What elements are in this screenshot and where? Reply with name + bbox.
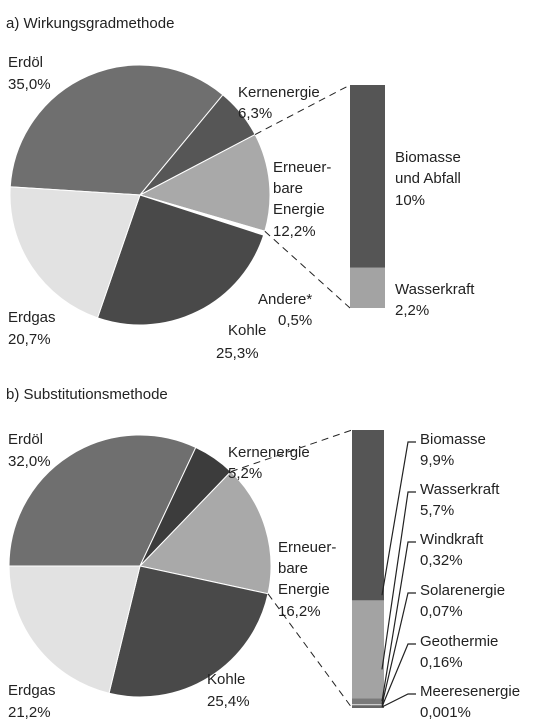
breakdown-value-label: 10% — [395, 192, 425, 209]
breakdown-value-label: 5,7% — [420, 502, 454, 519]
slice-value-label: 0,5% — [278, 312, 312, 329]
breakdown-label: Windkraft — [420, 531, 484, 548]
breakdown-bar — [350, 85, 385, 268]
breakdown-label: Meeresenergie — [420, 683, 520, 700]
breakdown-label: Wasserkraft — [395, 281, 475, 298]
slice-label: Kernenergie — [228, 444, 310, 461]
slice-value-label: 5,2% — [228, 465, 262, 482]
pie-slice — [108, 565, 269, 698]
breakdown-value-label: 0,001% — [420, 704, 471, 721]
pie-slice — [96, 194, 265, 326]
text-line: Energie — [273, 201, 325, 218]
breakdown-value-label: 0,16% — [420, 654, 463, 671]
label-connector — [381, 693, 416, 708]
pie-slice — [8, 434, 197, 567]
slice-label: Erdgas — [8, 682, 56, 699]
pie-slice — [8, 565, 141, 694]
breakdown-label: Geothermie — [420, 633, 498, 650]
slice-value-label: 21,2% — [8, 704, 51, 721]
breakdown-bar — [352, 430, 384, 601]
slice-label: Erneuer-bare Energie — [273, 159, 331, 218]
slice-value-label: 25,3% — [216, 345, 259, 362]
leader-line — [230, 429, 353, 473]
text-line: bare — [278, 560, 308, 577]
label-connector — [381, 643, 416, 707]
leader-line — [254, 84, 351, 135]
breakdown-label: Biomasse — [420, 431, 486, 448]
label-connector — [381, 491, 416, 670]
slice-value-label: 25,4% — [207, 693, 250, 710]
slice-label: Andere* — [258, 291, 312, 308]
text-line: und Abfall — [395, 170, 461, 187]
breakdown-label: Wasserkraft — [420, 481, 500, 498]
slice-value-label: 16,2% — [278, 603, 321, 620]
breakdown-value-label: 0,07% — [420, 603, 463, 620]
slice-value-label: 32,0% — [8, 453, 51, 470]
breakdown-value-label: 0,32% — [420, 552, 463, 569]
label-connector — [381, 592, 416, 705]
slice-label: Kernenergie — [238, 84, 320, 101]
breakdown-value-label: 2,2% — [395, 302, 429, 319]
pie-slice — [139, 470, 272, 595]
slice-value-label: 20,7% — [8, 331, 51, 348]
slice-value-label: 6,3% — [238, 105, 272, 122]
text-line: Energie — [278, 581, 330, 598]
pie-slice — [138, 133, 271, 232]
text-line: Erneuer- — [278, 539, 336, 556]
slice-label: Erneuer-bare Energie — [278, 539, 336, 598]
slice-label: Erdöl — [8, 54, 43, 71]
label-connector — [381, 441, 416, 596]
slice-label: Erdöl — [8, 431, 43, 448]
pie-slice — [9, 64, 224, 196]
slice-value-label: 35,0% — [8, 76, 51, 93]
breakdown-bar — [352, 705, 384, 708]
breakdown-value-label: 9,9% — [420, 452, 454, 469]
breakdown-bar — [352, 704, 384, 706]
breakdown-bar — [350, 267, 385, 308]
pie-slice — [9, 186, 141, 319]
slice-label: Erdgas — [8, 309, 56, 326]
text-line: Erneuer- — [273, 159, 331, 176]
chart-title: a) Wirkungsgradmethode — [6, 15, 174, 32]
breakdown-label: Biomasse und Abfall — [395, 149, 461, 187]
slice-label: Kohle — [228, 322, 266, 339]
slice-label: Kohle — [207, 671, 245, 688]
chart-title: b) Substitutionsmethode — [6, 386, 168, 403]
breakdown-label: Solarenergie — [420, 582, 505, 599]
breakdown-bar — [352, 698, 384, 705]
text-line: Biomasse — [395, 149, 461, 166]
text-line: bare — [273, 180, 303, 197]
label-connector — [381, 541, 416, 702]
slice-value-label: 12,2% — [273, 223, 316, 240]
breakdown-bar — [352, 600, 384, 699]
